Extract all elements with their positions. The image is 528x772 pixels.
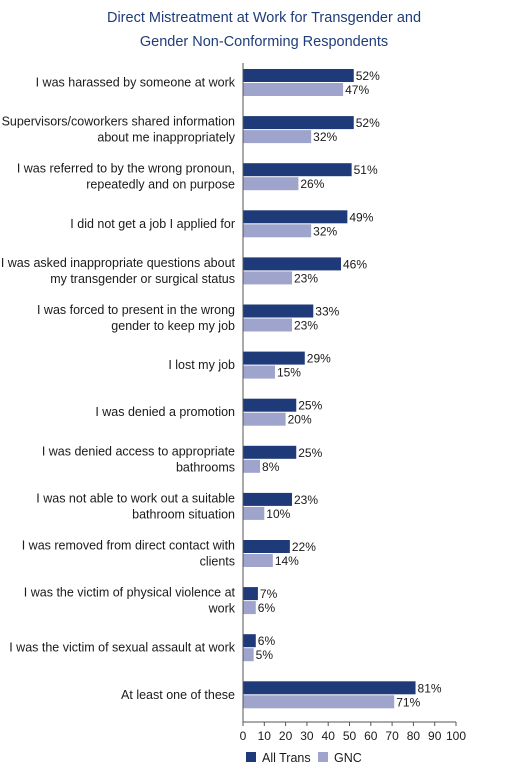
value-label-gnc: 32% (313, 130, 337, 144)
x-tick-label: 0 (240, 729, 247, 743)
bar-all-trans (243, 69, 354, 82)
legend-label-all-trans: All Trans (262, 751, 311, 765)
value-label-all-trans: 22% (292, 540, 316, 554)
bar-all-trans (243, 351, 305, 365)
value-label-all-trans: 81% (418, 681, 442, 695)
category-label: gender to keep my job (111, 319, 235, 333)
x-tick-label: 70 (385, 729, 399, 743)
bar-gnc (243, 506, 265, 520)
bar-gnc (243, 459, 261, 473)
value-label-all-trans: 46% (343, 257, 367, 271)
value-label-all-trans: 29% (307, 352, 331, 366)
value-label-all-trans: 25% (298, 399, 322, 413)
bar-all-trans (243, 587, 258, 601)
x-tick-label: 40 (322, 729, 336, 743)
bar-all-trans (243, 492, 292, 506)
category-label: At least one of these (121, 688, 235, 702)
x-tick-label: 50 (343, 729, 357, 743)
value-label-gnc: 47% (345, 83, 369, 97)
bar-all-trans (243, 304, 314, 318)
bar-all-trans (243, 163, 352, 177)
bar-gnc (243, 83, 344, 96)
value-label-gnc: 71% (396, 695, 420, 709)
category-label: repeatedly and on purpose (86, 178, 235, 192)
category-label: my transgender or surgical status (50, 272, 235, 286)
value-label-gnc: 20% (288, 413, 312, 427)
bar-all-trans (243, 257, 341, 271)
category-label: about me inappropriately (97, 131, 235, 145)
category-label: bathrooms (176, 460, 235, 474)
value-label-all-trans: 33% (315, 305, 339, 319)
category-label: I was referred to by the wrong pronoun, (17, 162, 235, 176)
value-label-all-trans: 52% (356, 69, 380, 83)
bar-gnc (243, 130, 312, 144)
value-label-gnc: 32% (313, 224, 337, 238)
chart-title-line-1: Direct Mistreatment at Work for Transgen… (106, 10, 422, 26)
bar-gnc (243, 224, 312, 238)
x-tick-label: 90 (428, 729, 442, 743)
legend-swatch-gnc (318, 752, 328, 762)
bar-all-trans (243, 210, 348, 224)
value-label-all-trans: 51% (354, 163, 378, 177)
x-tick-label: 10 (258, 729, 272, 743)
bar-gnc (243, 648, 254, 662)
x-tick-label: 30 (300, 729, 314, 743)
value-label-gnc: 14% (275, 554, 299, 568)
category-label: I lost my job (168, 358, 235, 372)
bar-all-trans (243, 681, 416, 695)
x-tick-label: 80 (407, 729, 421, 743)
category-label: I was not able to work out a suitable (36, 491, 235, 505)
legend-swatch-all-trans (246, 752, 256, 762)
value-label-all-trans: 52% (356, 116, 380, 130)
bar-all-trans (243, 116, 354, 130)
category-label: work (208, 602, 236, 616)
category-label: clients (200, 555, 235, 569)
category-label: I was the victim of sexual assault at wo… (9, 641, 236, 655)
category-label: I was harassed by someone at work (36, 76, 236, 90)
bar-gnc (243, 601, 256, 615)
category-label: I was the victim of physical violence at (24, 586, 236, 600)
category-label: I was asked inappropriate questions abou… (1, 256, 236, 270)
category-label: I was forced to present in the wrong (37, 303, 235, 317)
category-label: I was denied access to appropriate (42, 444, 235, 458)
value-label-gnc: 8% (262, 460, 280, 474)
category-label: I was removed from direct contact with (22, 539, 235, 553)
bar-all-trans (243, 445, 297, 459)
value-label-gnc: 23% (294, 319, 318, 333)
value-label-all-trans: 23% (294, 493, 318, 507)
value-label-all-trans: 6% (258, 634, 276, 648)
chart-title-line-2: Gender Non-Conforming Respondents (139, 34, 389, 50)
value-label-all-trans: 49% (349, 210, 373, 224)
legend-label-gnc: GNC (334, 751, 362, 765)
bar-all-trans (243, 398, 297, 412)
category-label: bathroom situation (132, 507, 235, 521)
category-label: Supervisors/coworkers shared information (2, 115, 235, 129)
value-label-gnc: 15% (277, 366, 301, 380)
x-tick-label: 60 (364, 729, 378, 743)
bar-gnc (243, 318, 292, 332)
x-tick-label: 100 (446, 729, 466, 743)
bar-gnc (243, 177, 299, 191)
bar-all-trans (243, 634, 256, 648)
bar-gnc (243, 695, 395, 709)
value-label-gnc: 10% (266, 507, 290, 521)
bar-gnc (243, 554, 273, 567)
bar-gnc (243, 365, 275, 379)
value-label-gnc: 6% (258, 601, 276, 615)
value-label-gnc: 23% (294, 271, 318, 285)
category-label: I did not get a job I applied for (70, 217, 235, 231)
x-tick-label: 20 (279, 729, 293, 743)
value-label-gnc: 26% (300, 177, 324, 191)
bar-gnc (243, 412, 286, 426)
value-label-all-trans: 7% (260, 587, 278, 601)
bar-gnc (243, 271, 292, 285)
value-label-gnc: 5% (256, 648, 274, 662)
category-label: I was denied a promotion (95, 405, 235, 419)
value-label-all-trans: 25% (298, 446, 322, 460)
bar-all-trans (243, 540, 290, 553)
